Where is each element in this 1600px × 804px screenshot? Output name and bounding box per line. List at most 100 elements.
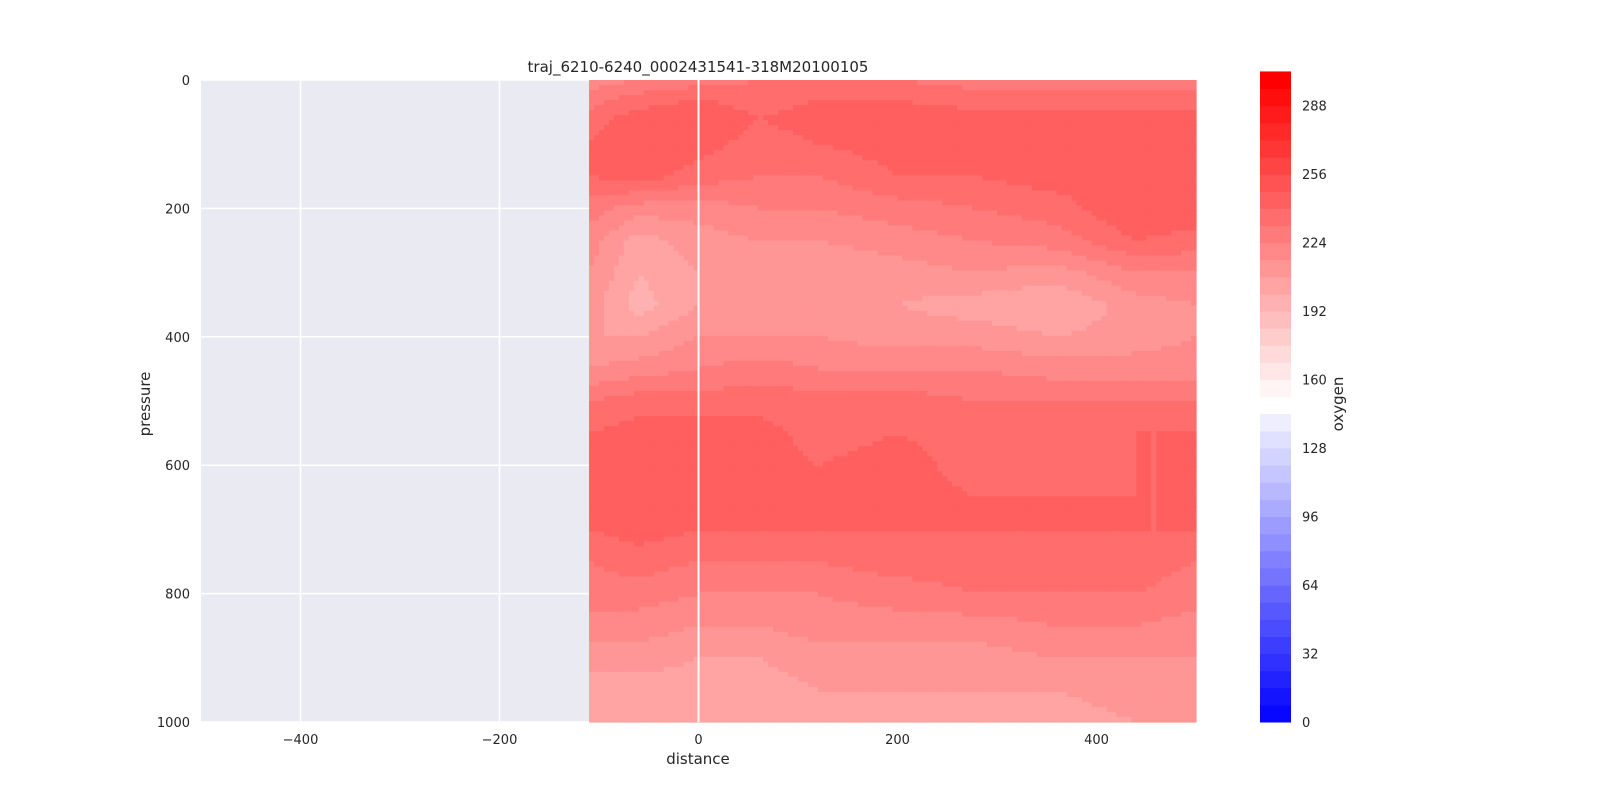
contour-cell (619, 712, 625, 718)
contour-cell (664, 316, 670, 322)
contour-cell (664, 677, 670, 683)
contour-cell (609, 637, 615, 643)
contour-cell (659, 556, 665, 562)
contour-cell (629, 617, 635, 623)
contour-cell (669, 371, 675, 377)
contour-cell (609, 241, 615, 247)
contour-cell (674, 707, 680, 713)
contour-cell (723, 135, 729, 141)
contour-cell (679, 241, 685, 247)
contour-cell (644, 215, 650, 221)
contour-cell (629, 672, 635, 678)
contour-cell (679, 281, 685, 287)
contour-cell (594, 261, 600, 267)
contour-cell (639, 246, 645, 252)
contour-cell (758, 612, 764, 618)
contour-cell (604, 642, 610, 648)
contour-cell (743, 205, 749, 211)
contour-cell (733, 607, 739, 613)
contour-cell (634, 120, 640, 126)
contour-cell (659, 306, 665, 312)
contour-cell (599, 301, 605, 307)
contour-cell (778, 662, 784, 668)
contour-cell (604, 421, 610, 427)
contour-cell (679, 336, 685, 342)
contour-cell (763, 316, 769, 322)
contour-cell (684, 536, 690, 542)
contour-cell (649, 627, 655, 633)
contour-cell (768, 406, 774, 412)
contour-cell (763, 511, 769, 517)
contour-cell (644, 346, 650, 352)
contour-cell (718, 230, 724, 236)
contour-cell (659, 281, 665, 287)
contour-cell (758, 246, 764, 252)
contour-cell (778, 170, 784, 176)
contour-cell (738, 607, 744, 613)
contour-cell (723, 351, 729, 357)
contour-cell (644, 712, 650, 718)
contour-cell (644, 366, 650, 372)
contour-cell (758, 110, 764, 116)
contour-cell (649, 587, 655, 593)
contour-cell (703, 366, 709, 372)
contour-cell (674, 657, 680, 663)
contour-cell (674, 85, 680, 91)
contour-cell (604, 346, 610, 352)
contour-cell (644, 281, 650, 287)
contour-cell (773, 481, 779, 487)
contour-cell (738, 677, 744, 683)
contour-cell (654, 526, 660, 532)
contour-cell (748, 115, 754, 121)
contour-cell (738, 160, 744, 166)
contour-cell (689, 276, 695, 282)
contour-cell (703, 140, 709, 146)
contour-cell (778, 381, 784, 387)
contour-cell (604, 406, 610, 412)
contour-cell (773, 105, 779, 111)
contour-cell (674, 451, 680, 457)
contour-cell (758, 536, 764, 542)
contour-cell (773, 592, 779, 598)
contour-cell (644, 286, 650, 292)
contour-cell (728, 125, 734, 131)
contour-cell (768, 667, 774, 673)
contour-cell (718, 441, 724, 447)
contour-cell (723, 371, 729, 377)
contour-cell (609, 717, 615, 723)
contour-cell (609, 436, 615, 442)
contour-cell (589, 261, 595, 267)
contour-cell (644, 145, 650, 151)
contour-cell (743, 587, 749, 593)
contour-cell (689, 531, 695, 537)
contour-cell (748, 712, 754, 718)
contour-cell (728, 130, 734, 136)
contour-cell (728, 326, 734, 332)
contour-cell (758, 431, 764, 437)
contour-cell (594, 331, 600, 337)
contour-cell (609, 205, 615, 211)
contour-cell (689, 256, 695, 262)
contour-cell (768, 617, 774, 623)
contour-cell (609, 572, 615, 578)
contour-cell (659, 85, 665, 91)
contour-cell (629, 356, 635, 362)
contour-cell (743, 180, 749, 186)
contour-cell (634, 180, 640, 186)
contour-cell (723, 200, 729, 206)
contour-cell (654, 95, 660, 101)
contour-cell (748, 572, 754, 578)
contour-cell (619, 702, 625, 708)
contour-cell (654, 471, 660, 477)
contour-cell (773, 281, 779, 287)
contour-cell (634, 506, 640, 512)
contour-cell (634, 215, 640, 221)
contour-cell (624, 220, 630, 226)
contour-cell (708, 271, 714, 277)
contour-cell (614, 607, 620, 613)
contour-cell (674, 682, 680, 688)
contour-cell (713, 371, 719, 377)
contour-cell (629, 451, 635, 457)
contour-cell (654, 602, 660, 608)
contour-cell (654, 316, 660, 322)
